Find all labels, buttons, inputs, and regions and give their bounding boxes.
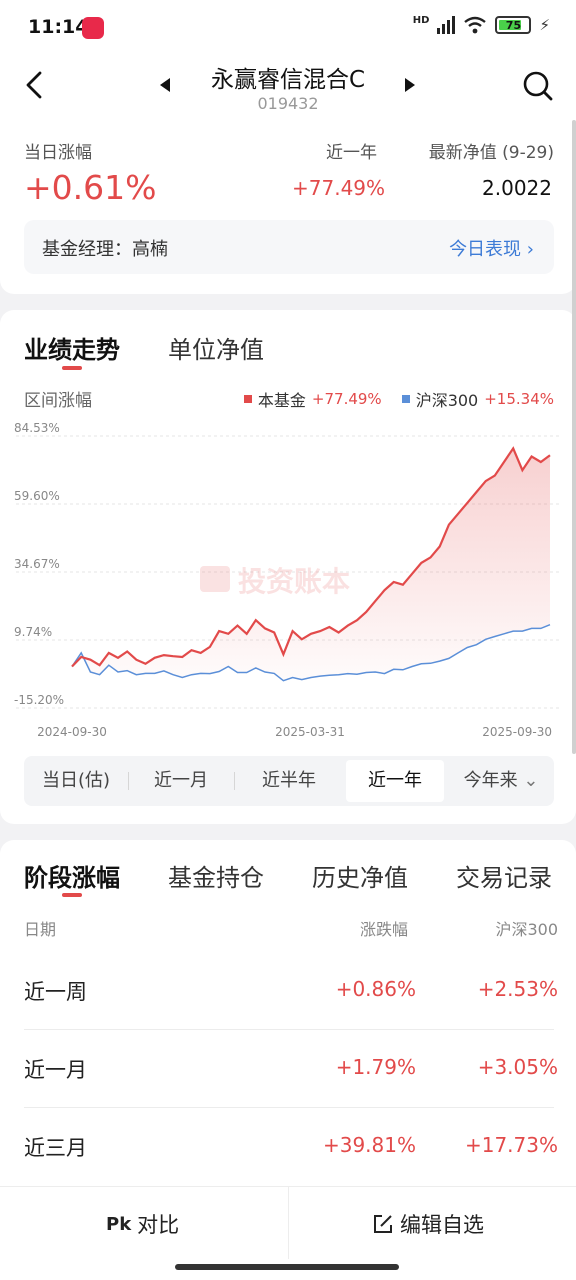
col-index: 沪深300	[495, 920, 558, 939]
manager-row[interactable]: 基金经理：高楠 今日表现 ›	[24, 220, 554, 274]
legend-index-name: 沪深300	[415, 391, 479, 410]
row-period: 近一周	[24, 980, 87, 1004]
nav-label: 最新净值 (9-29)	[428, 143, 554, 163]
fund-area	[72, 448, 550, 681]
battery-icon: 75	[495, 16, 532, 34]
today-performance-label: 今日表现	[449, 239, 522, 260]
search-icon[interactable]	[522, 70, 554, 102]
summary-card: 当日涨幅 近一年 最新净值 (9-29) +0.61% +77.49% 2.00…	[0, 120, 576, 294]
tab-active-indicator	[62, 366, 82, 370]
status-icons: HD 75 ⚡	[412, 14, 550, 34]
row-period: 近三月	[24, 1136, 87, 1160]
period-selector: 当日(估) 近一月 近半年 近一年 今年来 ⌄	[24, 756, 554, 806]
stage-card: 阶段涨幅 基金持仓 历史净值 交易记录 日期 涨跌幅 沪深300 近一周 +0.…	[0, 840, 576, 1200]
today-performance-link[interactable]: 今日表现 ›	[449, 235, 534, 261]
period-today[interactable]: 当日(估)	[41, 770, 111, 791]
legend-index-swatch	[401, 395, 410, 403]
tab-unit-nav[interactable]: 单位净值	[168, 336, 264, 364]
legend-fund-name: 本基金	[257, 391, 306, 410]
period-1m[interactable]: 近一月	[154, 770, 208, 791]
pk-icon: Pk	[106, 1213, 132, 1235]
chevron-down-icon: ⌄	[523, 770, 539, 791]
edit-watchlist-button[interactable]: 编辑自选	[372, 1209, 484, 1239]
row-index: +17.73%	[464, 1133, 558, 1157]
prev-fund-icon[interactable]	[160, 78, 170, 92]
edit-watchlist-label: 编辑自选	[400, 1213, 484, 1237]
compare-label: 对比	[137, 1213, 180, 1237]
performance-chart[interactable]: 投资账本 84.53% 59.60% 34.67% 9.74% -15.20% 2024-…	[0, 420, 576, 746]
period-ytd-label: 今年来	[463, 770, 518, 791]
legend-index-value: +15.34%	[484, 390, 554, 408]
chart-legend: 本基金 +77.49% 沪深300 +15.34%	[243, 387, 554, 411]
status-time: 11:14	[28, 16, 89, 38]
year-change-label: 近一年	[326, 143, 377, 163]
back-icon[interactable]	[22, 70, 46, 100]
performance-card: 业绩走势 单位净值 区间涨幅 本基金 +77.49% 沪深300 +15.34%…	[0, 310, 576, 824]
wifi-icon	[464, 16, 487, 34]
tab-trade-records[interactable]: 交易记录	[456, 864, 552, 892]
nav-value: 2.0022	[482, 176, 552, 200]
tab-holdings[interactable]: 基金持仓	[168, 864, 264, 892]
status-bar: 11:14 HD 75 ⚡	[0, 0, 576, 56]
x-tick-label: 2025-03-31	[275, 725, 345, 739]
nav-bar: 永赢睿信混合C 019432	[0, 56, 576, 120]
y-tick-label: 59.60%	[14, 489, 60, 503]
chevron-right-icon: ›	[526, 239, 534, 260]
row-change: +39.81%	[322, 1133, 416, 1157]
period-1y[interactable]: 近一年	[346, 760, 444, 802]
battery-level: 75	[505, 18, 522, 32]
y-tick-label: 9.74%	[14, 625, 52, 639]
tab-history-nav[interactable]: 历史净值	[312, 864, 408, 892]
scrollbar[interactable]	[572, 120, 576, 754]
signal-icon	[437, 16, 456, 34]
compare-button[interactable]: Pk 对比	[106, 1209, 179, 1239]
today-change-label: 当日涨幅	[24, 143, 92, 163]
legend-fund-swatch	[243, 395, 252, 403]
chart-watermark: 投资账本	[200, 565, 350, 598]
x-tick-label: 2024-09-30	[37, 725, 107, 739]
fund-series-line	[71, 446, 551, 668]
app-notification-icon	[82, 17, 104, 39]
row-period: 近一月	[24, 1058, 87, 1082]
tab-performance[interactable]: 业绩走势	[24, 336, 120, 364]
manager-name: 基金经理：高楠	[42, 239, 168, 260]
fund-name: 永赢睿信混合C	[210, 67, 366, 93]
y-tick-label: 84.53%	[14, 421, 60, 435]
edit-icon	[374, 1215, 392, 1233]
row-change: +0.86%	[335, 977, 416, 1001]
table-row[interactable]: 近三月 +39.81% +17.73%	[24, 1108, 558, 1186]
today-change-value: +0.61%	[24, 168, 157, 207]
legend-fund-value: +77.49%	[311, 390, 382, 408]
y-tick-label: 34.67%	[14, 557, 60, 571]
next-fund-icon[interactable]	[405, 78, 415, 92]
table-row[interactable]: 近一月 +1.79% +3.05%	[24, 1030, 558, 1108]
hd-badge: HD	[412, 14, 430, 26]
row-index: +3.05%	[477, 1055, 558, 1079]
fund-code: 019432	[257, 94, 319, 113]
tab-stage-change[interactable]: 阶段涨幅	[24, 864, 120, 892]
year-change-value: +77.49%	[292, 176, 386, 200]
period-ytd[interactable]: 今年来 ⌄	[448, 756, 554, 806]
row-index: +2.53%	[477, 977, 558, 1001]
x-tick-label: 2025-09-30	[482, 725, 552, 739]
watermark-logo-icon	[200, 566, 230, 592]
period-6m[interactable]: 近半年	[262, 770, 316, 791]
index-series-line	[71, 624, 551, 682]
watermark-text: 投资账本	[238, 565, 350, 598]
range-change-label: 区间涨幅	[24, 391, 92, 411]
home-indicator	[175, 1264, 399, 1270]
col-date: 日期	[24, 920, 57, 939]
stage-tab-indicator	[62, 893, 82, 897]
table-row[interactable]: 近一周 +0.86% +2.53%	[24, 952, 558, 1030]
y-tick-label: -15.20%	[14, 693, 64, 707]
col-change: 涨跌幅	[360, 920, 409, 939]
charging-icon: ⚡	[539, 16, 550, 34]
row-change: +1.79%	[335, 1055, 416, 1079]
